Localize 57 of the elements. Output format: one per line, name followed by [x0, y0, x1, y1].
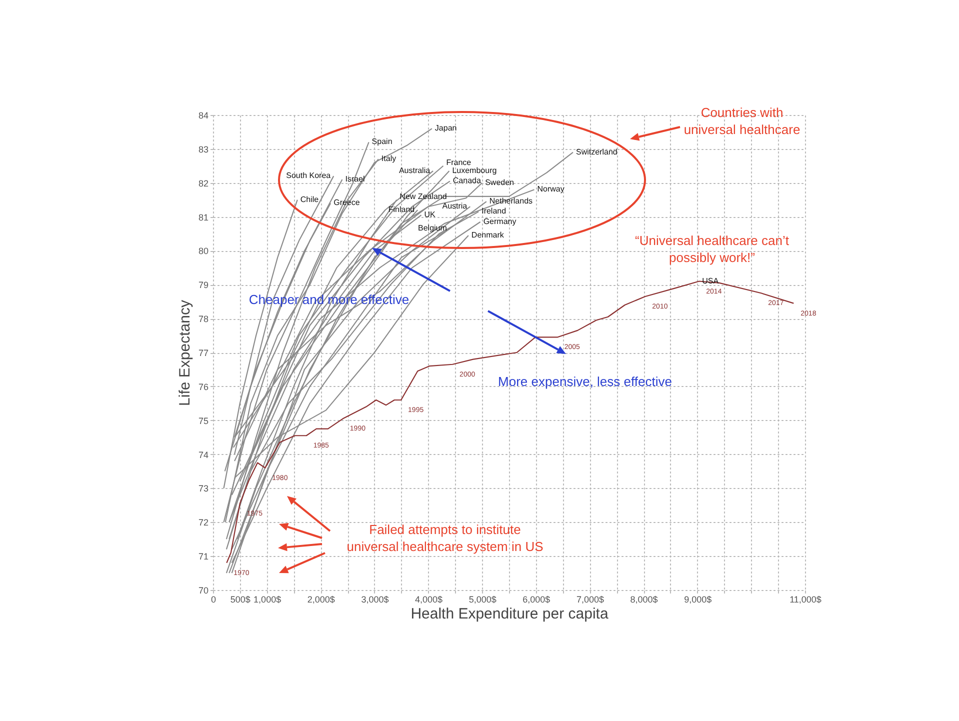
x-tick-label: 5,000$: [468, 594, 496, 604]
x-tick-label: 7,000$: [576, 594, 604, 604]
x-tick-label: 0: [210, 594, 216, 604]
annotation: “Universal healthcare can’t possibly work!”: [635, 233, 790, 265]
series-label: Canada: [452, 176, 482, 186]
y-tick-label: 74: [198, 450, 208, 460]
y-tick-label: 84: [198, 110, 208, 120]
y-axis-title: Life Expectancy: [176, 300, 194, 406]
annotation: Countries with universal healthcare: [684, 105, 800, 137]
series-label: Norway: [537, 184, 564, 194]
x-tick-label: 2,000$: [307, 594, 335, 604]
annotation: Failed attempts to institute universal healthcare system in US: [346, 522, 544, 554]
series-label: Finland: [388, 205, 415, 214]
y-tick-label: 70: [198, 586, 208, 596]
series-label: Luxembourg: [452, 166, 497, 175]
y-tick-label: 76: [198, 382, 208, 392]
series-label: UK: [424, 210, 436, 220]
series-label: Greece: [334, 198, 360, 208]
series-label: New Zealand: [400, 192, 447, 201]
y-tick-label: 81: [198, 212, 208, 222]
y-tick-label: 78: [198, 314, 208, 324]
series-label: Spain: [372, 137, 392, 146]
series-label: Israel: [345, 174, 366, 184]
x-tick-label: 4,000$: [415, 594, 443, 604]
series-label: Japan: [434, 124, 457, 133]
series-label: Chile: [300, 194, 320, 204]
x-tick-label: 3,000$: [361, 594, 389, 604]
x-tick-label: 11,000$: [790, 594, 822, 604]
series-label: Netherlands: [489, 196, 533, 206]
x-tick-label: 9,000$: [684, 594, 712, 604]
series-label: Austria: [442, 202, 468, 211]
y-tick-label: 77: [198, 348, 208, 358]
y-tick-label: 73: [198, 484, 208, 494]
series-label: Germany: [483, 216, 516, 226]
series-label: Australia: [398, 166, 431, 175]
y-tick-label: 83: [198, 144, 208, 154]
y-tick-label: 72: [198, 518, 208, 528]
annotation: Cheaper and more effective: [248, 292, 410, 307]
series-label: Switzerland: [576, 147, 618, 156]
y-tick-label: 75: [198, 416, 208, 426]
x-tick-label: 1,000$: [254, 594, 282, 604]
x-tick-label: 8,000$: [630, 594, 658, 604]
series-label: Belgium: [418, 224, 448, 233]
y-tick-label: 79: [198, 280, 208, 290]
x-axis-title: Health Expenditure per capita: [410, 606, 609, 622]
series-label: Denmark: [471, 230, 505, 240]
series-label: South Korea: [286, 171, 332, 180]
series-label: Ireland: [482, 206, 506, 216]
y-tick-label: 71: [198, 552, 208, 562]
series-label: Sweden: [485, 178, 514, 187]
x-tick-label: 500$: [230, 594, 250, 604]
series-label: Italy: [381, 154, 396, 164]
y-tick-label: 80: [198, 246, 208, 256]
annotation: More expensive, less effective: [498, 374, 672, 389]
series-label: France: [446, 158, 472, 167]
x-tick-label: 6,000$: [522, 594, 550, 604]
y-tick-label: 82: [198, 178, 208, 188]
